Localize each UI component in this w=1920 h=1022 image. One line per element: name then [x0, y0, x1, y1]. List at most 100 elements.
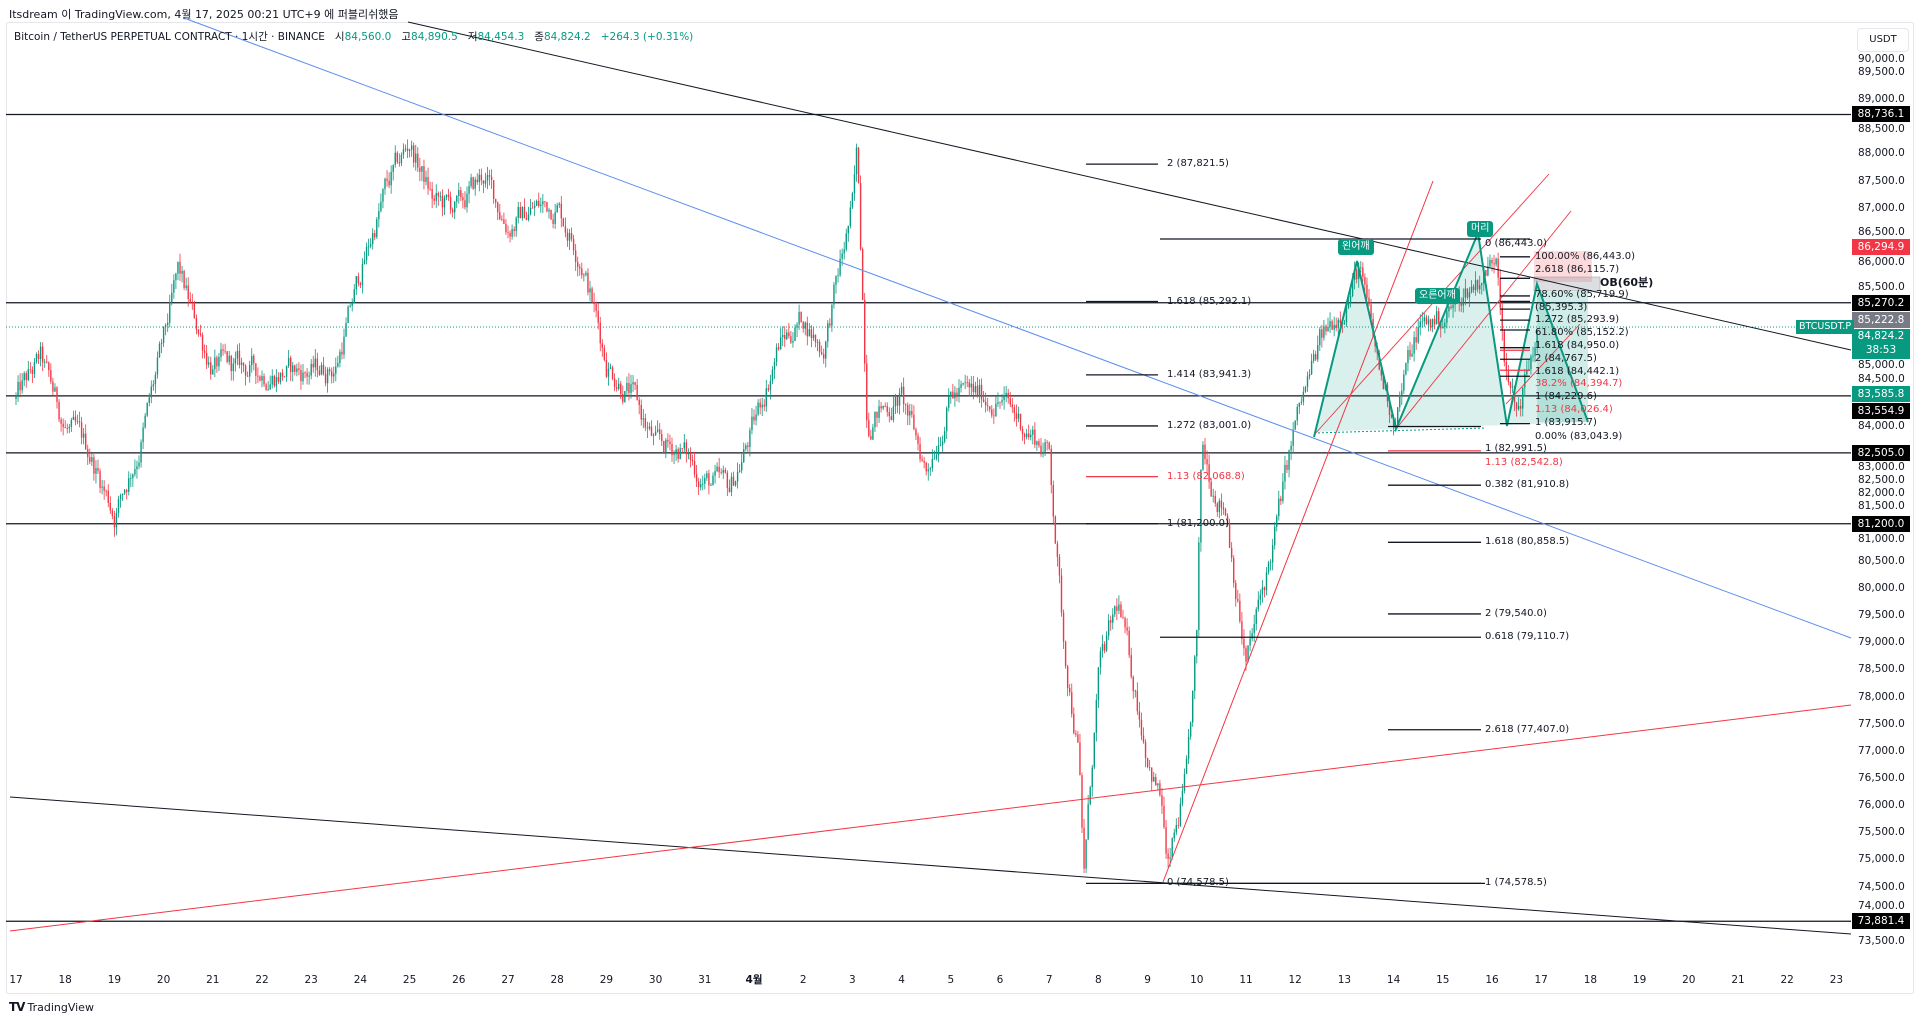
symbol-title[interactable]: Bitcoin / TetherUS PERPETUAL CONTRACT · … [14, 31, 325, 43]
x-axis-tick: 22 [1780, 974, 1794, 986]
candle-body [919, 443, 921, 460]
candle-body [1409, 350, 1411, 357]
candle-body [183, 270, 185, 288]
candle-body [923, 460, 925, 463]
candle-body [958, 387, 960, 396]
head-label: 머리 [1467, 221, 1494, 237]
candle-body [390, 171, 392, 186]
candle-body [1247, 645, 1249, 662]
price-badge: 86,294.9 [1852, 239, 1910, 256]
candle-body [1159, 783, 1161, 796]
candle-body [874, 411, 876, 428]
candle-body [773, 361, 776, 370]
candle-body [1071, 692, 1073, 714]
x-axis-tick: 6 [996, 974, 1004, 986]
candle-body [1085, 839, 1087, 869]
y-axis-tick: 75,000.0 [1858, 853, 1905, 866]
candle-body [546, 201, 548, 212]
candle-body [956, 392, 958, 396]
candle-body [478, 174, 480, 183]
candle-body [894, 396, 897, 407]
y-axis-tick: 88,500.0 [1858, 123, 1905, 136]
y-axis-tick: 80,000.0 [1858, 581, 1905, 594]
candle-body [1099, 651, 1102, 668]
candle-body [1161, 795, 1163, 806]
price-badge: 88,736.1 [1852, 106, 1910, 123]
candle-body [845, 233, 847, 250]
candle-body [1323, 326, 1325, 338]
fib-level-label: 1 (83,915.7) [1535, 417, 1597, 429]
candle-body [1440, 323, 1442, 329]
candle-body [191, 301, 193, 303]
candle-body [775, 347, 778, 362]
candle-body [802, 322, 804, 329]
candle-body [154, 374, 157, 385]
candle-body [1073, 713, 1075, 734]
candle-body [1110, 620, 1112, 623]
candle-body [1128, 630, 1130, 656]
candle-body [587, 272, 589, 293]
candle-body [1411, 353, 1413, 357]
candle-body [636, 384, 638, 400]
candle-body [939, 444, 942, 446]
candle-body [140, 442, 142, 463]
candle-body [482, 180, 485, 184]
fib-level-label: 1.272 (85,293.9) [1535, 314, 1620, 326]
candle-body [1474, 280, 1477, 291]
red-channel-line [1313, 173, 1550, 436]
chart-panel[interactable] [6, 22, 1914, 994]
fib-level-label: 2.618 (86,115.7) [1535, 263, 1620, 275]
candle-body [876, 411, 878, 418]
candle-body [1218, 500, 1221, 513]
x-axis-tick: 13 [1337, 974, 1352, 986]
candle-body [1306, 376, 1309, 387]
candle-body [1312, 354, 1315, 361]
candle-body [1253, 623, 1255, 634]
y-axis-tick: 74,500.0 [1858, 880, 1905, 893]
y-axis-tick: 74,000.0 [1858, 899, 1905, 912]
x-axis-tick: 27 [501, 974, 515, 986]
candle-body [1433, 319, 1436, 325]
candle-body [216, 357, 218, 367]
candle-body [1163, 805, 1165, 828]
currency-button[interactable]: USDT [1857, 28, 1909, 52]
symbol-tag: BTCUSDT.P [1796, 319, 1855, 334]
candle-body [1442, 327, 1444, 329]
candle-body [743, 449, 745, 463]
candle-body [1249, 638, 1251, 646]
candle-body [823, 354, 825, 359]
fib-level-label: 1.414 (83,941.3) [1167, 368, 1252, 380]
candle-body [1267, 562, 1270, 573]
candle-body [50, 370, 52, 382]
candle-body [697, 481, 700, 488]
candle-body [1497, 258, 1499, 278]
candle-body [995, 403, 997, 416]
candle-body [513, 229, 515, 231]
candle-body [613, 378, 616, 388]
candle-body [861, 249, 864, 301]
candle-body [946, 407, 948, 432]
candle-body [810, 329, 813, 338]
candle-body [1066, 666, 1069, 689]
candle-body [1239, 600, 1241, 622]
candle-body [1097, 667, 1100, 701]
candle-body [454, 201, 456, 213]
candle-body [322, 364, 325, 375]
candle-body [1155, 776, 1157, 786]
candle-body [693, 461, 696, 475]
candle-body [1114, 606, 1116, 615]
candle-body [704, 478, 706, 484]
tradingview-logo[interactable]: TV TradingView [9, 1000, 94, 1014]
candle-body [1185, 758, 1188, 774]
candle-body [1503, 330, 1505, 362]
x-axis-tick: 9 [1144, 974, 1151, 986]
candle-body [982, 399, 985, 402]
candle-body [622, 394, 624, 403]
candle-body [1524, 374, 1526, 388]
candle-body [1358, 268, 1360, 280]
candle-body [308, 375, 310, 377]
candle-body [1298, 402, 1300, 407]
candle-body [609, 367, 612, 369]
x-axis-tick: 24 [353, 974, 368, 986]
